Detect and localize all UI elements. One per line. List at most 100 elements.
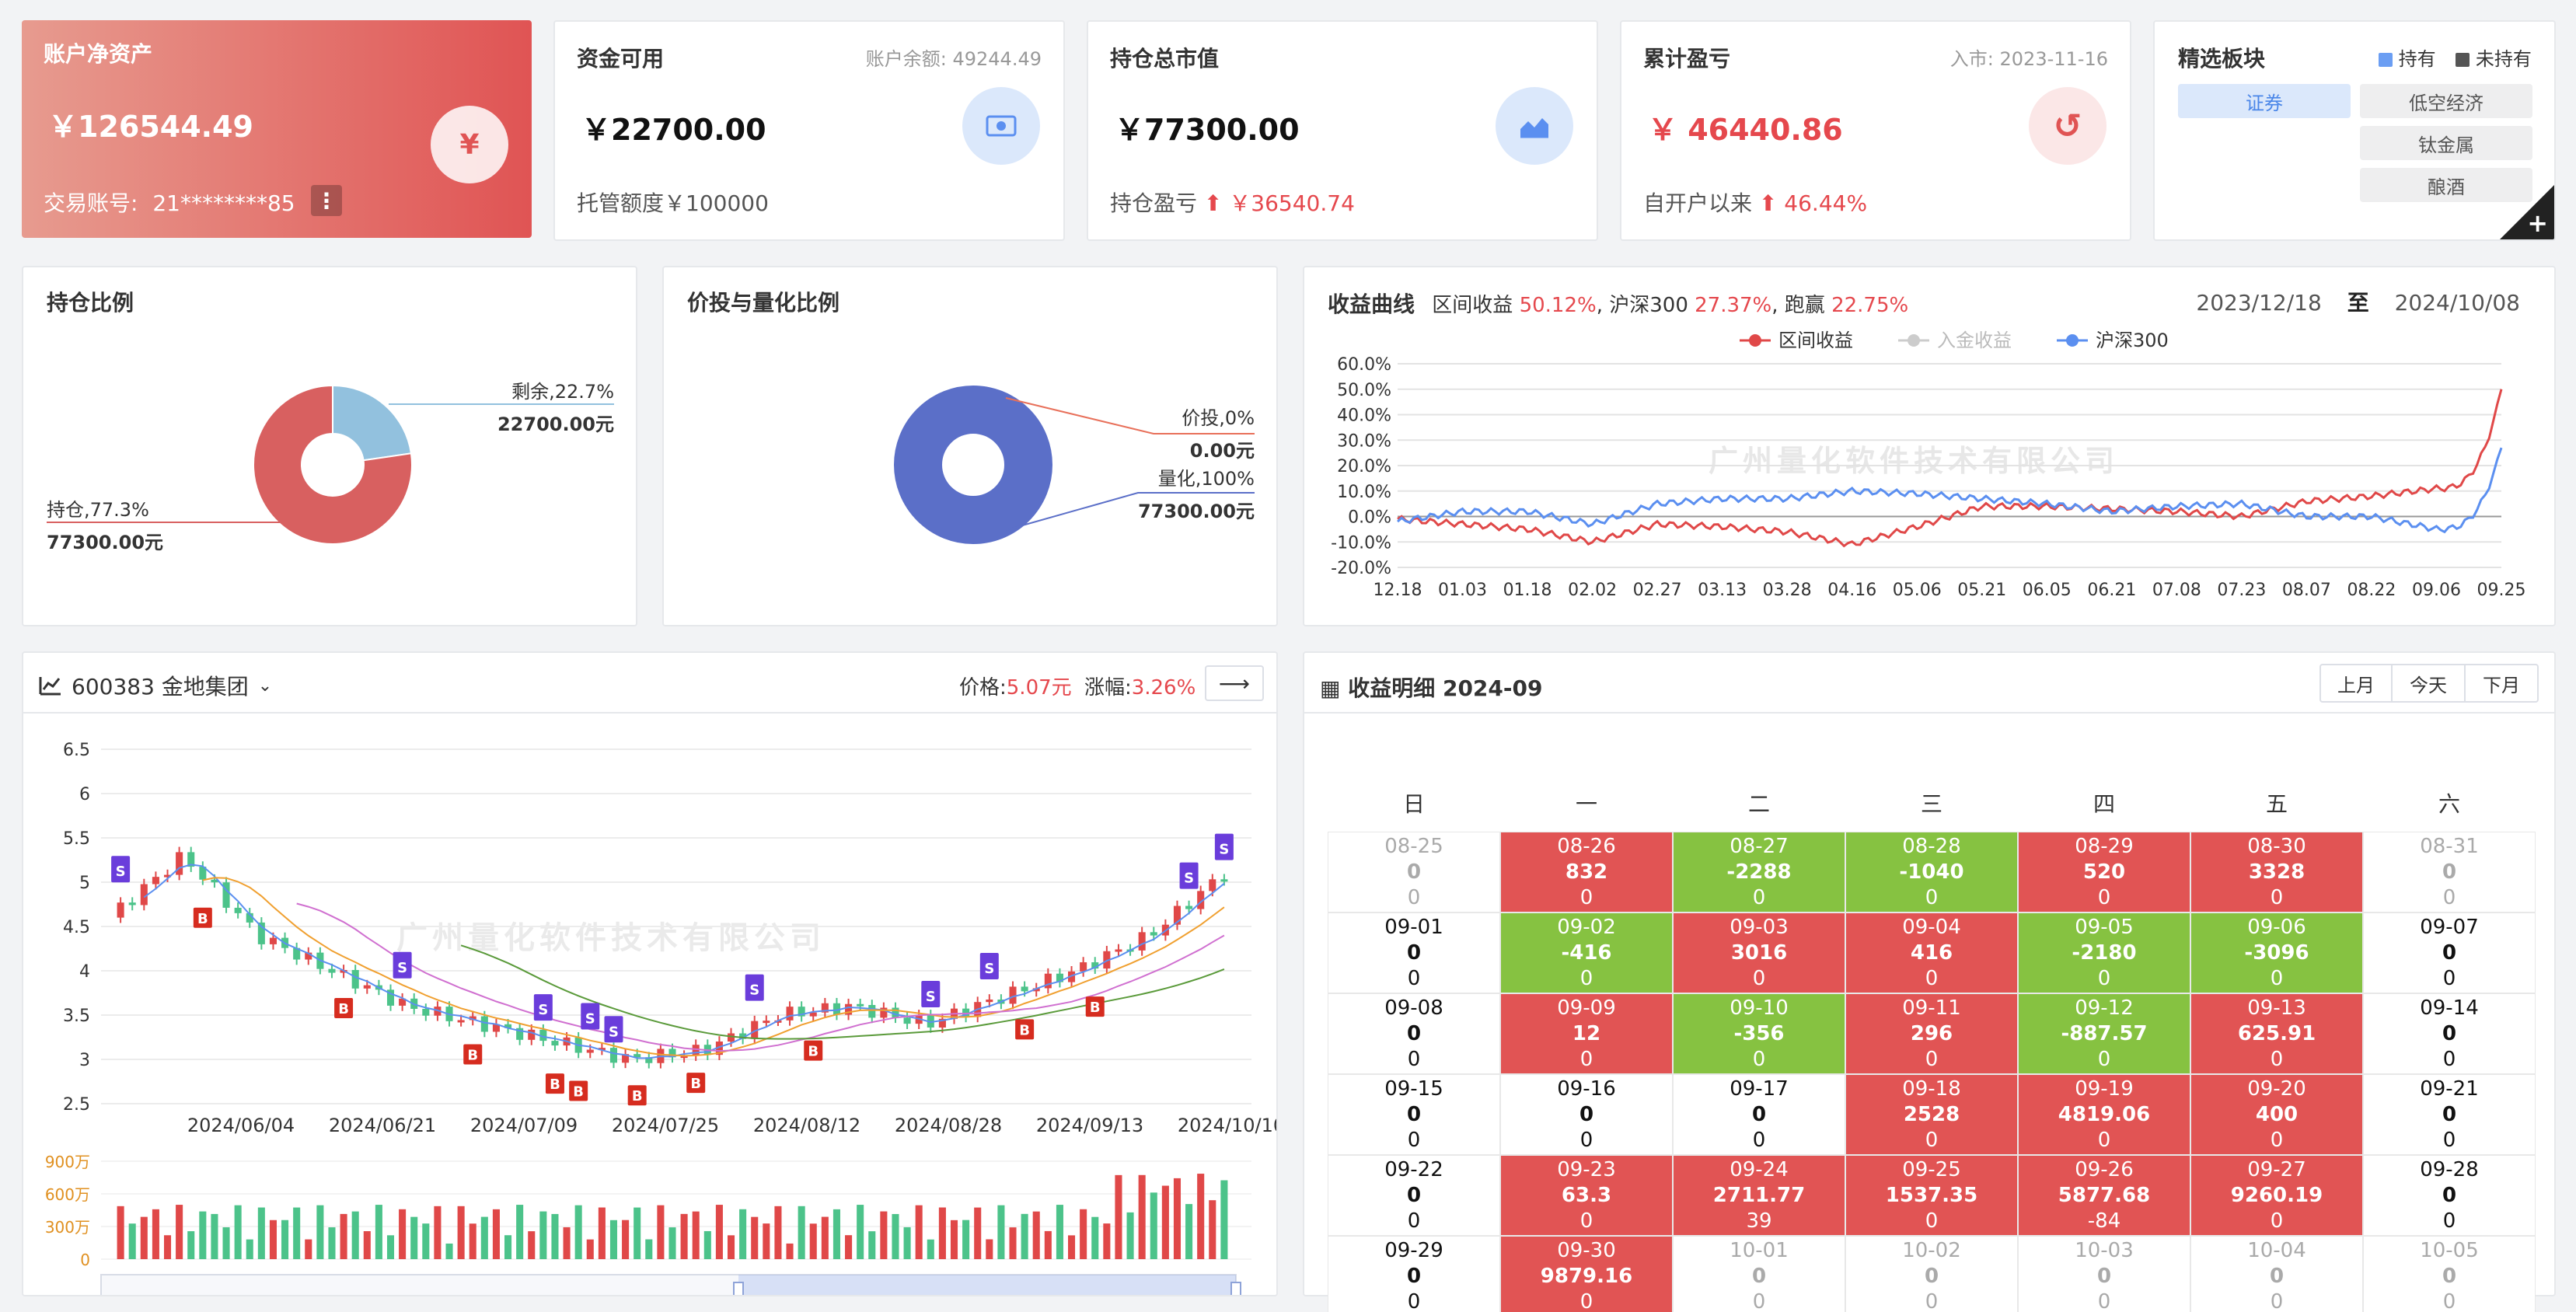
- calendar-day-cell[interactable]: 09-21 0 0: [2363, 1074, 2536, 1155]
- calendar-day-cell[interactable]: 08-25 0 0: [1328, 832, 1500, 912]
- stock-selector[interactable]: 600383 金地集团 ⌄: [39, 670, 272, 701]
- volume-bar: [974, 1207, 982, 1259]
- calendar-day-cell[interactable]: 08-31 0 0: [2363, 832, 2536, 912]
- volume-bar: [399, 1209, 407, 1259]
- calendar-day-cell[interactable]: 09-28 0 0: [2363, 1155, 2536, 1236]
- volume-bar: [774, 1206, 782, 1259]
- calendar-day-cell[interactable]: 10-02 0 0: [1845, 1236, 2018, 1312]
- x-tick-label: 03.28: [1763, 581, 1812, 600]
- day-sub-value: 0: [1925, 1289, 1939, 1312]
- candle: [809, 1012, 817, 1017]
- calendar-day-cell[interactable]: 09-07 0 0: [2363, 912, 2536, 993]
- position-pnl-value: ￥36540.74: [1229, 190, 1355, 216]
- calendar-day-cell[interactable]: 09-16 0 0: [1500, 1074, 1673, 1155]
- weekday-sun: 日: [1402, 791, 1425, 817]
- calendar-day-cell[interactable]: 09-06 -3096 0: [2190, 912, 2363, 993]
- volume-bar: [1126, 1212, 1134, 1259]
- calendar-day-cell[interactable]: 09-02 -416 0: [1500, 912, 1673, 993]
- calendar-day-cell[interactable]: 09-29 0 0: [1328, 1236, 1500, 1312]
- calendar-day-cell[interactable]: 09-30 9879.16 0: [1500, 1236, 1673, 1312]
- volume-bar: [1115, 1174, 1122, 1259]
- day-date: 10-02: [1902, 1238, 1961, 1262]
- calendar-day-cell[interactable]: 10-04 0 0: [2190, 1236, 2363, 1312]
- sell-marker-label: S: [1184, 871, 1194, 887]
- calendar-day-cell[interactable]: 09-25 1537.35 0: [1845, 1155, 2018, 1236]
- day-sub-value: 0: [2442, 1289, 2456, 1312]
- range-slider-handle-left[interactable]: [733, 1282, 744, 1295]
- candle: [845, 1003, 853, 1015]
- candle: [457, 1020, 465, 1023]
- quant-ratio-title: 价投与量化比例: [687, 290, 840, 316]
- day-date: 09-17: [1730, 1076, 1789, 1101]
- buy-marker: [627, 1085, 647, 1106]
- add-sector-icon[interactable]: [2500, 185, 2554, 239]
- sector-titanium[interactable]: 钛金属: [2360, 126, 2532, 160]
- calendar-day-cell[interactable]: 09-15 0 0: [1328, 1074, 1500, 1155]
- date-to[interactable]: 2024/10/08: [2394, 290, 2520, 316]
- calendar-day-cell[interactable]: 09-18 2528 0: [1845, 1074, 2018, 1155]
- account-label: 交易账号:: [44, 190, 138, 216]
- calendar-day-cell[interactable]: 09-23 63.3 0: [1500, 1155, 1673, 1236]
- calendar-day-cell[interactable]: 09-24 2711.77 39: [1673, 1155, 1845, 1236]
- calendar-day-cell[interactable]: 08-30 3328 0: [2190, 832, 2363, 912]
- day-sub-value: 0: [1752, 1128, 1766, 1152]
- today-button[interactable]: 今天: [2393, 664, 2466, 703]
- range-slider-handle-right[interactable]: [1230, 1282, 1241, 1295]
- cumulative-value: ￥ 46440.86: [1648, 113, 1843, 147]
- returns-summary-c-value: 22.75%: [1831, 294, 1909, 317]
- day-profit: 832: [1565, 860, 1608, 884]
- volume-bar: [293, 1207, 301, 1259]
- sell-marker-label: S: [1219, 842, 1229, 858]
- account-more-icon[interactable]: ⋮: [311, 185, 342, 216]
- day-profit: 0: [1579, 1102, 1594, 1126]
- calendar-day-cell[interactable]: 09-11 296 0: [1845, 993, 2018, 1074]
- calendar-day-cell[interactable]: 10-05 0 0: [2363, 1236, 2536, 1312]
- weekday-sat: 六: [2438, 791, 2460, 817]
- legend-dot: [1749, 334, 1761, 347]
- up-arrow-icon: ⬆: [1758, 190, 1778, 216]
- calendar-day-cell[interactable]: 09-20 400 0: [2190, 1074, 2363, 1155]
- volume-bar: [269, 1220, 277, 1259]
- calendar-day-cell[interactable]: 09-04 416 0: [1845, 912, 2018, 993]
- next-month-button[interactable]: 下月: [2466, 664, 2539, 703]
- calendar-day-cell[interactable]: 08-26 832 0: [1500, 832, 1673, 912]
- day-profit: 0: [1406, 1264, 1422, 1288]
- calendar-day-cell[interactable]: 10-01 0 0: [1673, 1236, 1845, 1312]
- day-profit: 400: [2255, 1102, 2299, 1126]
- buy-marker: [334, 997, 354, 1018]
- sector-securities[interactable]: 证券: [2178, 84, 2351, 118]
- volume-tick-label: 300万: [45, 1218, 90, 1237]
- weekday-wed: 三: [1920, 791, 1942, 817]
- calendar-day-cell[interactable]: 08-29 520 0: [2018, 832, 2190, 912]
- candle: [798, 1007, 805, 1017]
- calendar-day-cell[interactable]: 09-10 -356 0: [1673, 993, 1845, 1074]
- calendar-day-cell[interactable]: 10-03 0 0: [2018, 1236, 2190, 1312]
- day-date: 08-28: [1902, 834, 1961, 858]
- calendar-day-cell[interactable]: 09-27 9260.19 0: [2190, 1155, 2363, 1236]
- calendar-day-cell[interactable]: 08-27 -2288 0: [1673, 832, 1845, 912]
- day-sub-value: 0: [2097, 1047, 2111, 1071]
- prev-month-button[interactable]: 上月: [2319, 664, 2393, 703]
- calendar-day-cell[interactable]: 09-19 4819.06 0: [2018, 1074, 2190, 1155]
- calendar-day-cell[interactable]: 09-14 0 0: [2363, 993, 2536, 1074]
- x-tick-label: 2024/08/12: [753, 1115, 860, 1136]
- calendar-day-cell[interactable]: 09-08 0 0: [1328, 993, 1500, 1074]
- date-from[interactable]: 2023/12/18: [2196, 290, 2322, 316]
- calendar-day-cell[interactable]: 09-22 0 0: [1328, 1155, 1500, 1236]
- arrow-right-button[interactable]: ⟶: [1205, 665, 1264, 701]
- calendar-day-cell[interactable]: 09-09 12 0: [1500, 993, 1673, 1074]
- calendar-day-cell[interactable]: 09-01 0 0: [1328, 912, 1500, 993]
- day-profit: 9879.16: [1540, 1264, 1633, 1288]
- calendar-day-cell[interactable]: 09-05 -2180 0: [2018, 912, 2190, 993]
- sector-low-altitude[interactable]: 低空经济: [2360, 84, 2532, 118]
- calendar-day-cell[interactable]: 09-03 3016 0: [1673, 912, 1845, 993]
- calendar-day-cell[interactable]: 09-12 -887.57 0: [2018, 993, 2190, 1074]
- volume-bar: [328, 1227, 336, 1259]
- calendar-day-cell[interactable]: 09-13 625.91 0: [2190, 993, 2363, 1074]
- volume-bar: [340, 1213, 347, 1259]
- calendar-day-cell[interactable]: 09-26 5877.68 -84: [2018, 1155, 2190, 1236]
- calendar-day-cell[interactable]: 09-17 0 0: [1673, 1074, 1845, 1155]
- day-sub-value: 0: [2097, 885, 2111, 909]
- volume-bar: [199, 1211, 207, 1259]
- calendar-day-cell[interactable]: 08-28 -1040 0: [1845, 832, 2018, 912]
